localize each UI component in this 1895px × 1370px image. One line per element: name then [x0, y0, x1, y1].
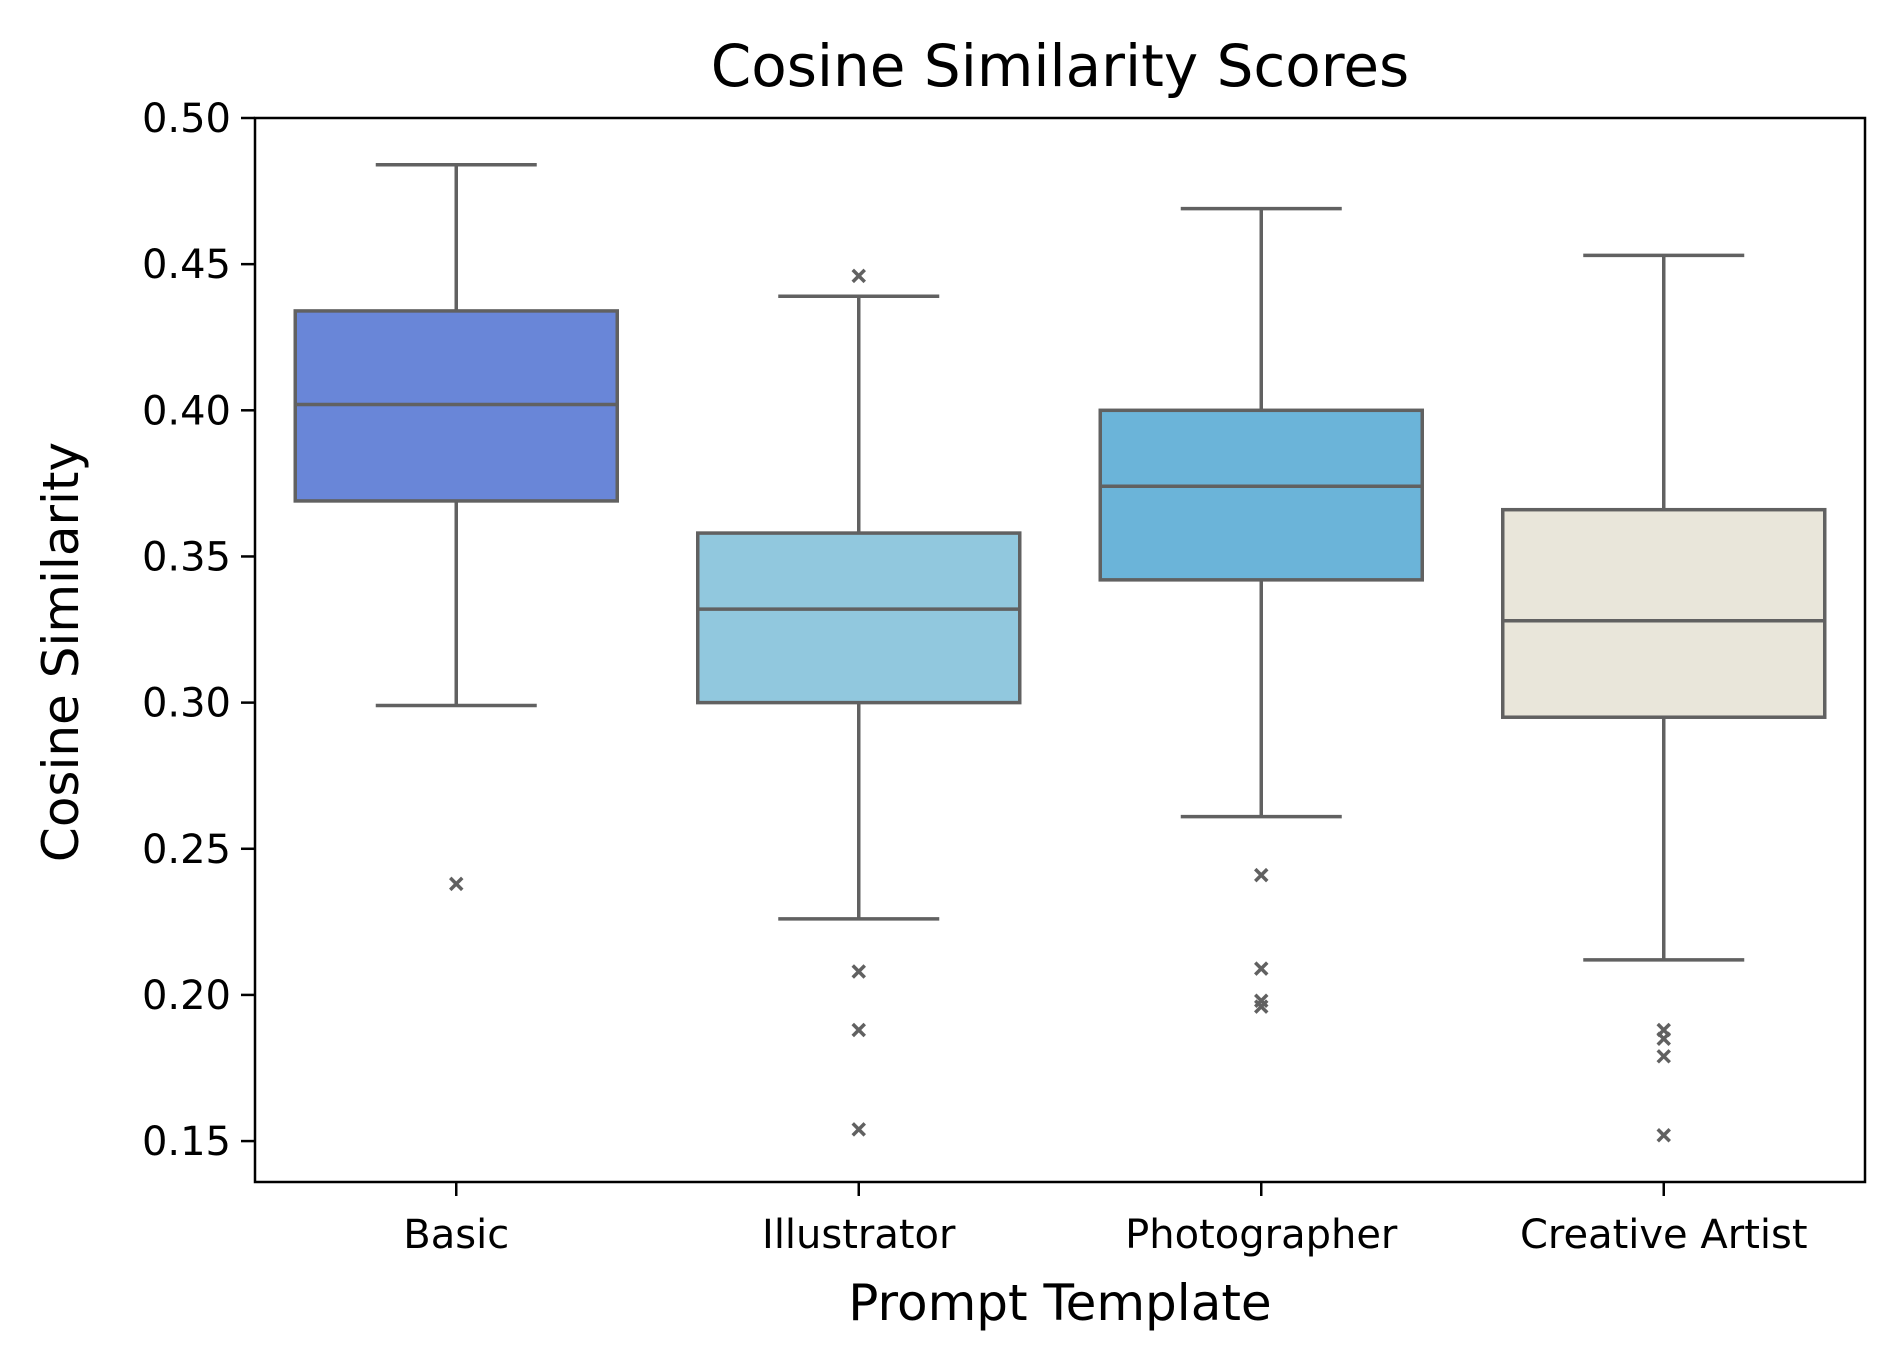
- iqr-box: [696, 531, 1022, 705]
- y-tick-label: 0.45: [142, 242, 231, 288]
- y-tick-label: 0.35: [142, 534, 231, 580]
- chart-title: Cosine Similarity Scores: [711, 32, 1410, 100]
- y-tick-label: 0.25: [142, 827, 231, 873]
- iqr-box: [1501, 507, 1827, 719]
- box-basic: [293, 163, 619, 892]
- y-tick-label: 0.15: [142, 1119, 231, 1165]
- outlier-point: [1656, 1049, 1671, 1064]
- x-tick-label: Photographer: [1125, 1212, 1398, 1258]
- y-tick-label: 0.30: [142, 681, 231, 727]
- y-axis: 0.15 0.20 0.25 0.30 0.35 0.40 0.45 0.50: [142, 96, 255, 1165]
- x-tick-label: Illustrator: [762, 1212, 956, 1258]
- y-tick-label: 0.40: [142, 388, 231, 434]
- outlier-point: [1254, 961, 1269, 976]
- outlier-point: [1656, 1031, 1671, 1047]
- outlier-point: [449, 876, 464, 892]
- outlier-point: [1656, 1127, 1671, 1143]
- outlier-point: [851, 1022, 866, 1038]
- plot-content: [293, 163, 1827, 1143]
- box-photographer: [1098, 206, 1424, 1014]
- y-tick-label: 0.50: [142, 96, 231, 142]
- y-tick-label: 0.20: [142, 973, 231, 1019]
- x-axis: Basic Illustrator Photographer Creative Art…: [403, 1182, 1808, 1258]
- plot-frame: [253, 116, 1867, 1184]
- outlier-point: [851, 268, 866, 284]
- outlier-point: [851, 1122, 866, 1137]
- box-illustrator: [696, 268, 1022, 1137]
- outlier-point: [1254, 867, 1269, 883]
- x-tick-label: Basic: [403, 1212, 509, 1258]
- y-axis-title: Cosine Similarity: [32, 442, 90, 862]
- x-axis-title: Prompt Template: [848, 1274, 1271, 1332]
- box-creative-artist: [1501, 253, 1827, 1143]
- x-tick-label: Creative Artist: [1520, 1212, 1808, 1258]
- iqr-box: [1098, 408, 1424, 582]
- outlier-point: [1254, 999, 1269, 1014]
- outlier-point: [851, 964, 866, 979]
